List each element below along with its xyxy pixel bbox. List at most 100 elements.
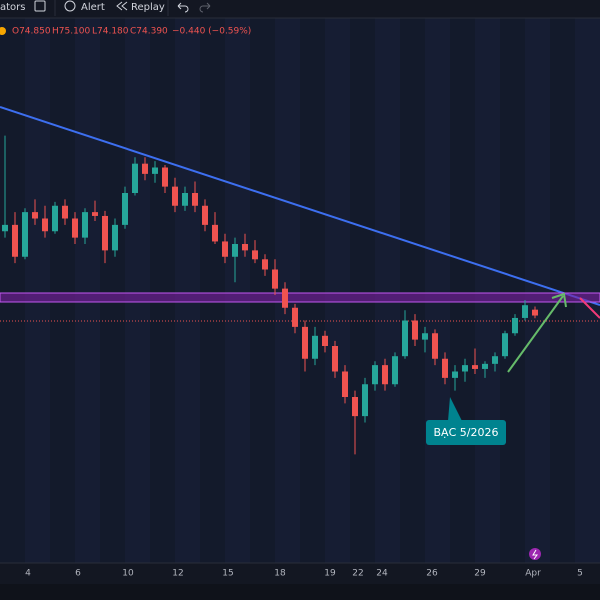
alert-icon[interactable]	[64, 0, 76, 12]
symbol-icon	[0, 27, 6, 35]
candle-body	[462, 365, 468, 372]
candle-body	[272, 269, 278, 289]
candle-body	[172, 186, 178, 206]
x-tick-label: 5	[577, 569, 583, 579]
candle-body	[332, 346, 338, 372]
alert-button[interactable]: Alert	[81, 2, 105, 13]
day-band	[325, 18, 350, 563]
candle-body	[92, 212, 98, 216]
candle-body	[42, 218, 48, 232]
toolbar	[0, 0, 600, 18]
candle-body	[182, 193, 188, 206]
candle-body	[212, 224, 218, 242]
trend-line	[0, 106, 600, 306]
candle-body	[312, 335, 318, 359]
candle-body	[192, 193, 198, 206]
candle-body	[402, 320, 408, 357]
candle-body	[392, 356, 398, 385]
ohlc-value: O74.850	[12, 27, 51, 37]
day-band	[225, 18, 250, 563]
replay-icon[interactable]	[116, 1, 128, 11]
candle-body	[142, 163, 148, 174]
callout-text: BẠC 5/2026	[434, 426, 499, 439]
replay-button[interactable]: Replay	[131, 2, 165, 13]
day-band	[100, 18, 125, 563]
x-tick-label: 4	[25, 569, 31, 579]
candle-body	[32, 212, 38, 219]
candle-body	[382, 365, 388, 385]
candle-body	[202, 205, 208, 225]
bottom-bar	[0, 584, 600, 600]
candle-body	[232, 244, 238, 257]
x-tick-label: Apr	[525, 569, 541, 579]
undo-icon[interactable]	[177, 2, 189, 13]
x-tick-label: 12	[172, 569, 183, 579]
candle-body	[12, 224, 18, 257]
day-band	[175, 18, 200, 563]
candle-body	[22, 212, 28, 257]
indicators-button[interactable]: ators	[0, 2, 26, 13]
x-tick-label: 6	[75, 569, 81, 579]
ohlc-value: L74.180	[92, 27, 129, 37]
day-band	[25, 18, 50, 563]
candle-body	[102, 215, 108, 251]
event-icon	[529, 548, 541, 560]
day-band	[75, 18, 100, 563]
indicators-icon[interactable]	[34, 0, 46, 12]
day-band	[500, 18, 525, 563]
candle-body	[342, 371, 348, 397]
candle-body	[292, 307, 298, 327]
candle-body	[522, 305, 528, 318]
candle-body	[242, 244, 248, 251]
candle-body	[512, 317, 518, 334]
ohlc-value: −0.440 (−0.59%)	[172, 27, 251, 37]
callout-pointer	[448, 397, 462, 421]
x-tick-label: 26	[426, 569, 438, 579]
day-band	[0, 18, 25, 563]
x-tick-label: 24	[376, 569, 388, 579]
candle-body	[282, 288, 288, 308]
candle-body	[412, 320, 418, 340]
candle-body	[422, 333, 428, 340]
redo-icon[interactable]	[199, 2, 211, 13]
candle-body	[502, 333, 508, 357]
day-band	[125, 18, 150, 563]
ohlc-value: H75.100	[52, 27, 91, 37]
up-arrow	[507, 292, 567, 373]
candle-body	[302, 326, 308, 359]
candle-body	[432, 333, 438, 359]
candle-body	[82, 212, 88, 238]
candle-body	[2, 224, 8, 232]
candle-body	[72, 218, 78, 238]
x-tick-label: 22	[352, 569, 363, 579]
candle-body	[152, 167, 158, 174]
x-tick-label: 15	[222, 569, 233, 579]
day-band	[475, 18, 500, 563]
ohlc-value: C74.390	[130, 27, 168, 37]
day-band	[150, 18, 175, 563]
candle-body	[112, 224, 118, 251]
candle-body	[472, 365, 478, 369]
candle-body	[162, 167, 168, 187]
day-band	[575, 18, 600, 563]
candle-body	[362, 384, 368, 417]
day-band	[50, 18, 75, 563]
x-tick-label: 10	[122, 569, 134, 579]
candle-body	[52, 205, 58, 232]
candle-body	[222, 241, 228, 257]
candle-body	[352, 397, 358, 417]
day-band	[525, 18, 550, 563]
candle-body	[132, 163, 138, 193]
candle-body	[482, 363, 488, 369]
day-band	[375, 18, 400, 563]
candle-body	[262, 259, 268, 270]
resistance-band	[0, 292, 600, 303]
event-bolt	[532, 549, 538, 560]
candle-body	[442, 358, 448, 378]
candle-body	[252, 250, 258, 260]
candle-body	[492, 356, 498, 364]
x-tick-label: 18	[274, 569, 286, 579]
candle-body	[532, 309, 538, 316]
candle-body	[372, 365, 378, 385]
